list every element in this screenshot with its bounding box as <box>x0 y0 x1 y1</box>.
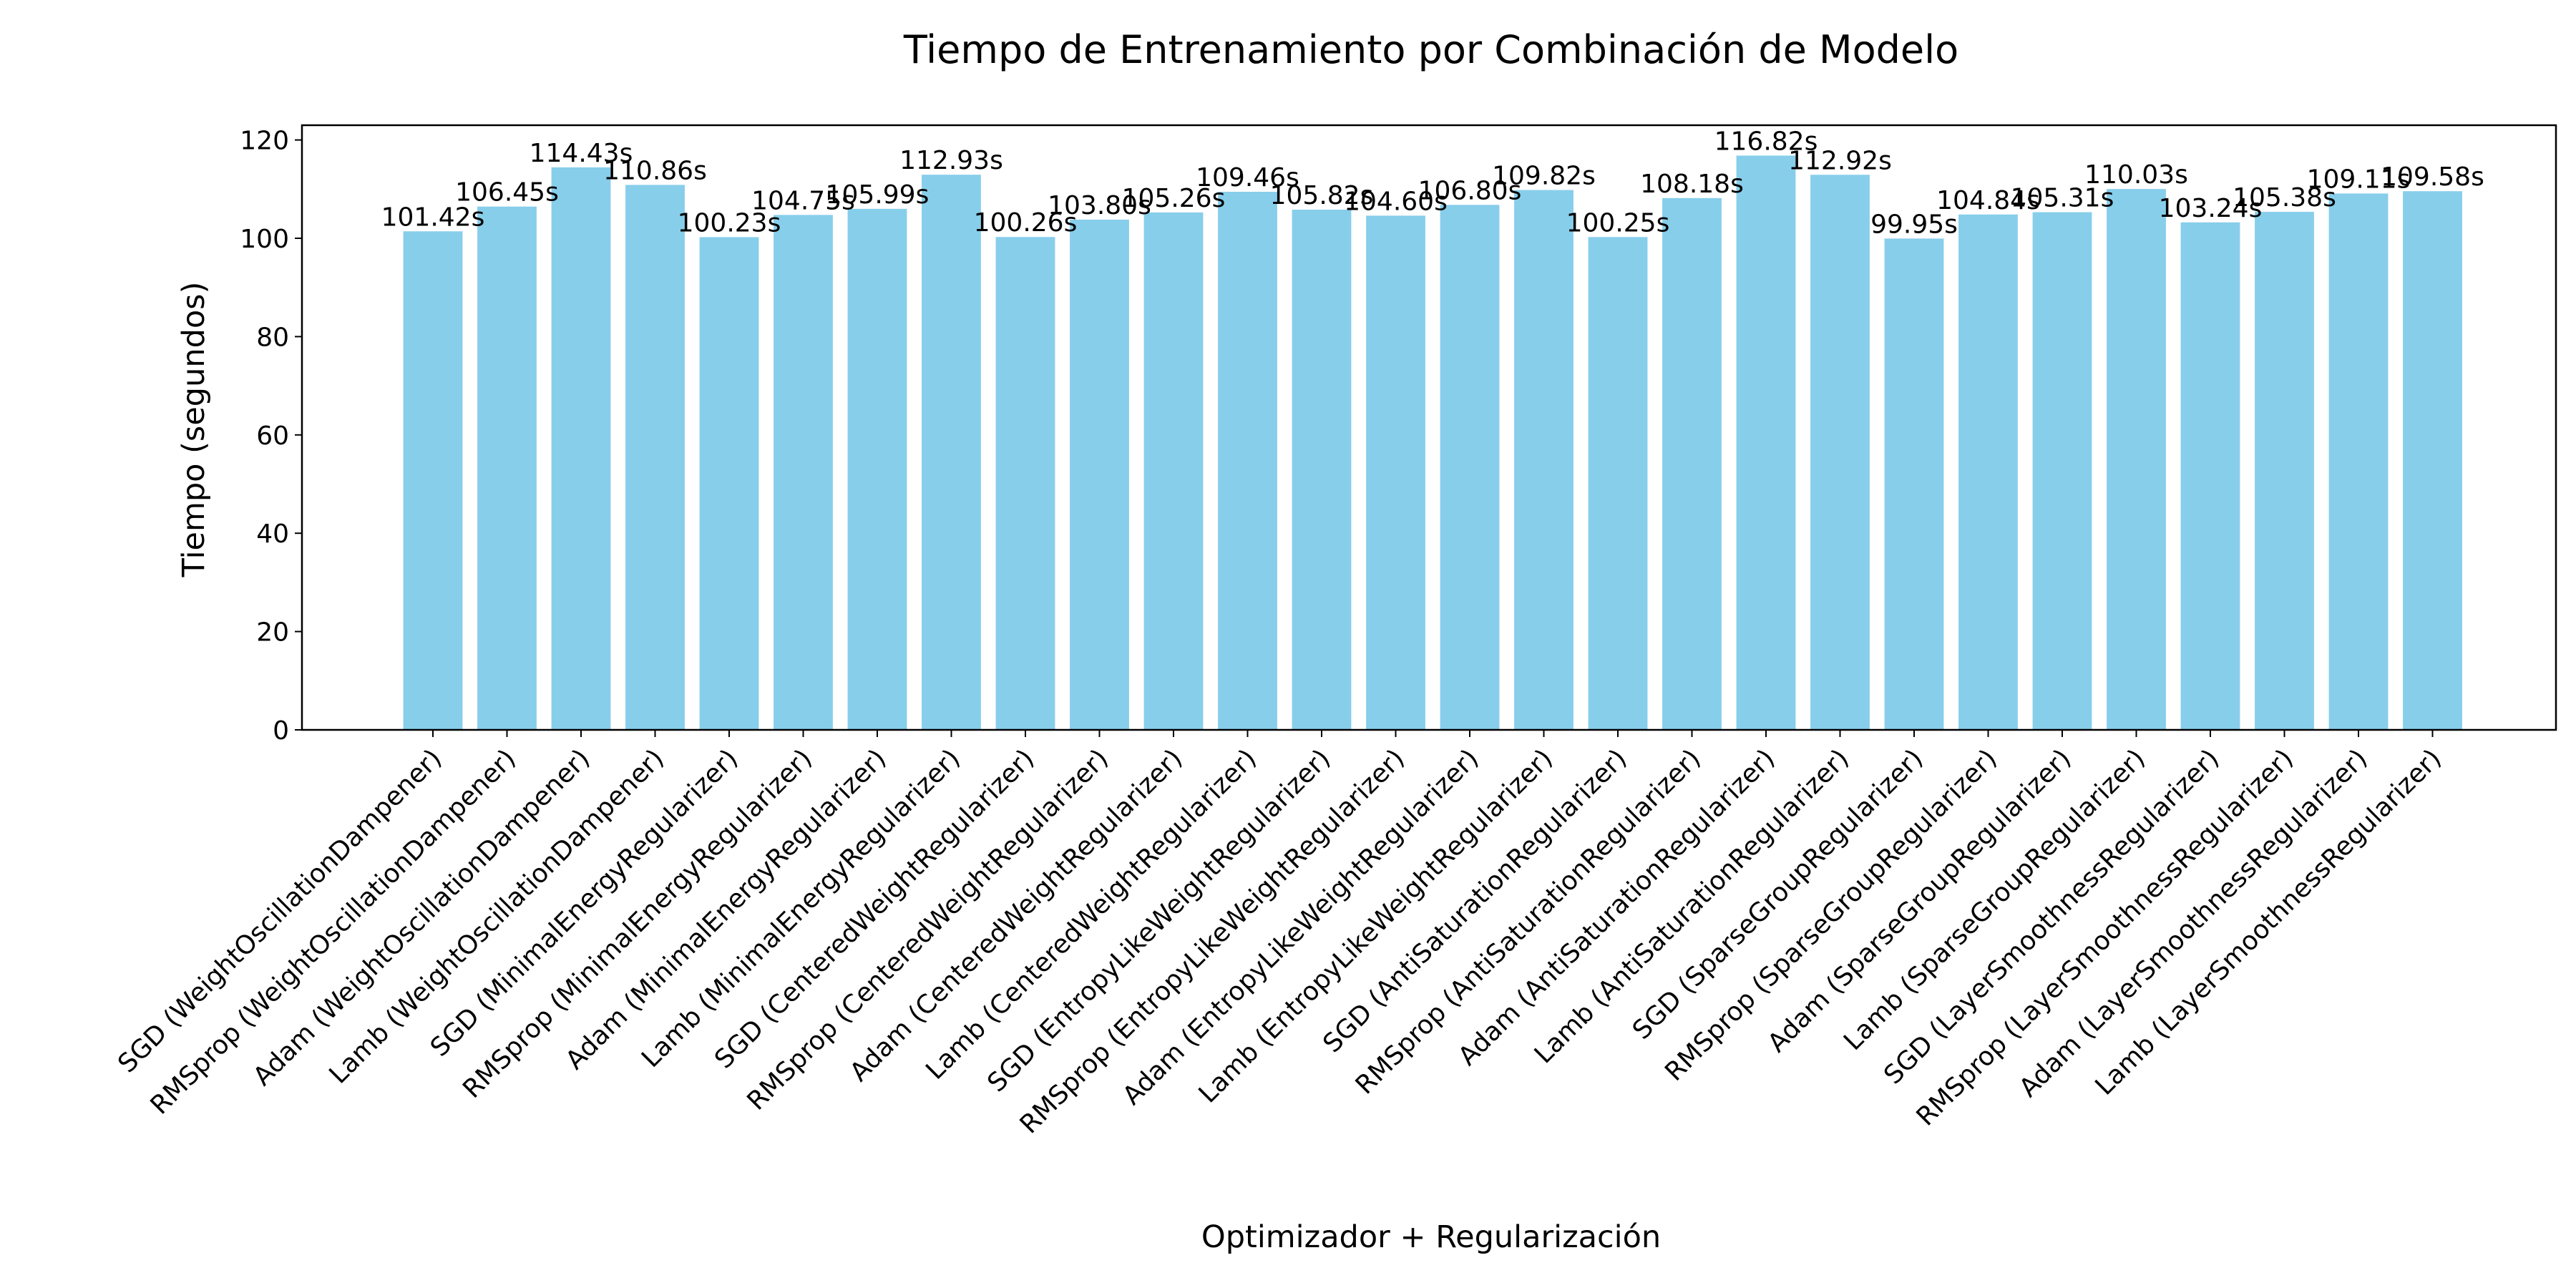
bar-12 <box>1292 210 1352 730</box>
data-label-17: 108.18s <box>1640 170 1744 199</box>
bar-4 <box>699 237 759 730</box>
bar-9 <box>1070 219 1129 730</box>
bar-19 <box>1810 175 1870 730</box>
bar-7 <box>922 175 981 730</box>
y-tick-label-2: 40 <box>256 519 289 549</box>
bar-1 <box>477 206 537 730</box>
bar-26 <box>2328 193 2389 730</box>
bar-27 <box>2403 191 2462 730</box>
data-label-2: 114.43s <box>530 139 633 168</box>
y-axis: 0 20 40 60 80 100 120 <box>240 127 302 746</box>
data-label-22: 105.31s <box>2011 184 2114 213</box>
data-label-20: 99.95s <box>1870 210 1958 239</box>
data-label-0: 101.42s <box>381 203 485 232</box>
data-label-6: 105.99s <box>826 180 930 210</box>
bar-10 <box>1143 212 1204 730</box>
data-label-12: 105.82s <box>1270 181 1374 210</box>
bar-17 <box>1662 197 1722 730</box>
bar-2 <box>551 167 611 730</box>
bar-23 <box>2107 189 2166 731</box>
data-label-25: 105.38s <box>2233 183 2336 213</box>
bar-18 <box>1736 155 1796 730</box>
data-label-9: 103.80s <box>1048 191 1151 220</box>
bars <box>403 155 2462 731</box>
bar-5 <box>774 215 833 730</box>
x-tick-label-2: Adam (WeightOscillationDampener) <box>248 743 595 1091</box>
data-label-7: 112.93s <box>899 146 1003 175</box>
data-label-1: 106.45s <box>455 178 559 208</box>
x-tick-label-27: Lamb (LayerSmoothnessRegularizer) <box>2089 743 2446 1101</box>
plot-frame <box>301 124 2557 731</box>
data-label-10: 105.26s <box>1122 184 1226 213</box>
data-label-13: 104.60s <box>1344 187 1448 216</box>
bar-16 <box>1588 237 1648 730</box>
x-tick-label-17: RMSprop (AntiSaturationRegularizer) <box>1350 743 1707 1100</box>
bar-13 <box>1366 215 1425 730</box>
bar-25 <box>2255 212 2314 730</box>
data-label-5: 104.75s <box>751 186 855 215</box>
y-tick-label-3: 60 <box>256 421 289 451</box>
bar-20 <box>1884 238 1944 731</box>
bar-22 <box>2032 212 2092 730</box>
x-axis-title: Optimizador + Regularización <box>1201 1219 1661 1255</box>
data-label-27: 109.58s <box>2381 162 2484 192</box>
data-label-8: 100.26s <box>974 208 1078 238</box>
data-label-14: 106.80s <box>1418 176 1522 205</box>
y-tick-label-0: 0 <box>273 716 289 746</box>
data-label-3: 110.86s <box>603 156 707 185</box>
data-label-15: 109.82s <box>1492 162 1596 191</box>
bar-8 <box>995 237 1055 731</box>
y-tick-label-5: 100 <box>240 225 289 254</box>
bar-15 <box>1514 190 1574 730</box>
bar-0 <box>403 231 463 730</box>
chart-title: Tiempo de Entrenamiento por Combinación … <box>903 27 1958 72</box>
data-label-21: 104.84s <box>1936 186 2040 215</box>
data-label-24: 103.24s <box>2159 194 2263 223</box>
x-axis: SGD (WeightOscillationDampener)RMSprop (… <box>112 730 2447 1139</box>
x-tick-label-26: Adam (LayerSmoothnessRegularizer) <box>2014 743 2373 1103</box>
data-label-4: 100.23s <box>678 208 781 238</box>
y-tick-label-6: 120 <box>240 127 289 156</box>
data-label-11: 109.46s <box>1196 163 1299 192</box>
data-label-23: 110.03s <box>2084 160 2188 190</box>
bar-6 <box>847 208 907 730</box>
bar-14 <box>1440 205 1500 730</box>
y-tick-label-4: 80 <box>256 323 289 352</box>
x-tick-label-12: SGD (EntropyLikeWeightRegularizer) <box>982 743 1336 1098</box>
data-label-16: 100.25s <box>1566 208 1670 238</box>
bar-24 <box>2180 222 2240 730</box>
y-axis-title: Tiempo (segundos) <box>176 282 212 578</box>
data-label-26: 109.11s <box>2307 165 2411 194</box>
data-label-19: 112.92s <box>1788 146 1892 175</box>
data-label-18: 116.82s <box>1714 127 1818 156</box>
bar-3 <box>625 185 685 730</box>
bar-21 <box>1958 214 2018 730</box>
bar-11 <box>1218 192 1277 730</box>
x-tick-label-5: RMSprop (MinimalEnergyRegularizer) <box>457 743 818 1104</box>
y-tick-label-1: 20 <box>256 618 289 648</box>
